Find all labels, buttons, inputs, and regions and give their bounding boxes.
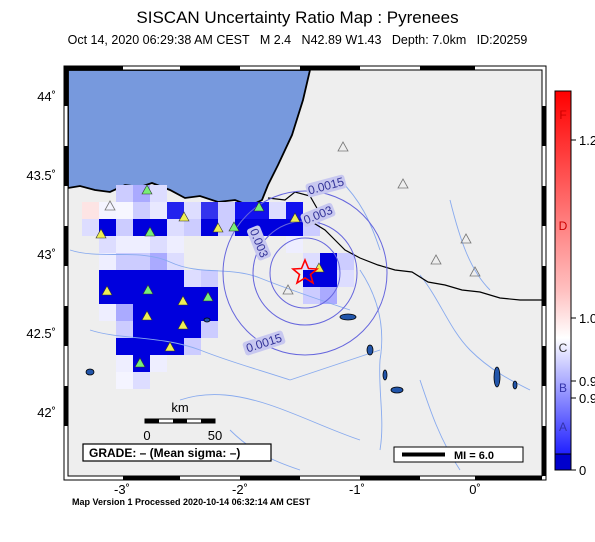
svg-text:-3˚: -3˚	[114, 482, 130, 497]
svg-text:1.2: 1.2	[579, 133, 595, 148]
svg-text:A: A	[559, 420, 567, 434]
svg-text:43˚: 43˚	[37, 247, 56, 262]
svg-text:0.9: 0.9	[579, 374, 595, 389]
processing-footer: Map Version 1 Processed 2020-10-14 06:32…	[72, 497, 311, 507]
svg-text:MI = 6.0: MI = 6.0	[454, 450, 494, 462]
svg-text:0: 0	[579, 463, 586, 478]
svg-text:0˚: 0˚	[469, 482, 481, 497]
event-id: ID:20259	[476, 33, 528, 47]
svg-text:1.0: 1.0	[579, 311, 595, 326]
uncertainty-grid	[82, 185, 354, 389]
svg-text:-2˚: -2˚	[232, 482, 248, 497]
svg-text:42.5˚: 42.5˚	[26, 326, 56, 341]
colorbar: F D C B A 1.2 1.0 0.9 0.9 0	[554, 90, 595, 478]
svg-text:B: B	[559, 381, 567, 395]
svg-text:0.9: 0.9	[579, 391, 595, 406]
event-location: N42.89 W1.43	[301, 33, 382, 47]
map-subtitle: Oct 14, 2020 06:29:38 AM CEST M 2.4 N42.…	[0, 33, 595, 47]
ocean	[68, 70, 311, 207]
stations-green	[134, 184, 265, 368]
svg-text:C: C	[559, 341, 568, 355]
grade-box: GRADE: – (Mean sigma: –)	[82, 443, 272, 462]
map-area: 0.0015 0.003 0.003 0.0015	[68, 70, 542, 476]
svg-text:50: 50	[208, 428, 222, 443]
stations-yellow	[95, 211, 325, 352]
svg-text:GRADE: – (Mean sigma: –): GRADE: – (Mean sigma: –)	[89, 446, 240, 460]
svg-text:0: 0	[143, 428, 150, 443]
mi-legend: MI = 6.0	[393, 446, 524, 463]
epicenter-star	[290, 257, 320, 285]
stations-unused	[104, 141, 481, 295]
lat-ticks: 44˚ 43.5˚ 43˚ 42.5˚ 42˚	[26, 89, 56, 420]
svg-text:km: km	[171, 400, 188, 415]
event-magnitude: M 2.4	[259, 33, 292, 47]
event-date: Oct 14, 2020 06:29:38 AM CEST	[67, 33, 250, 47]
scale-bar: km 0 50	[143, 400, 222, 443]
country-border	[267, 191, 542, 301]
map-title: SISCAN Uncertainty Ratio Map : Pyrenees	[136, 8, 459, 27]
rivers	[69, 179, 531, 471]
svg-text:44˚: 44˚	[37, 89, 56, 104]
svg-text:D: D	[559, 219, 568, 233]
svg-text:43.5˚: 43.5˚	[26, 168, 56, 183]
reservoirs	[85, 313, 518, 394]
svg-text:F: F	[559, 108, 566, 122]
event-depth: Depth: 7.0km	[391, 33, 467, 47]
svg-text:-1˚: -1˚	[349, 482, 365, 497]
svg-text:42˚: 42˚	[37, 405, 56, 420]
map-frame	[63, 65, 547, 481]
lon-ticks: -3˚ -2˚ -1˚ 0˚	[114, 482, 481, 497]
